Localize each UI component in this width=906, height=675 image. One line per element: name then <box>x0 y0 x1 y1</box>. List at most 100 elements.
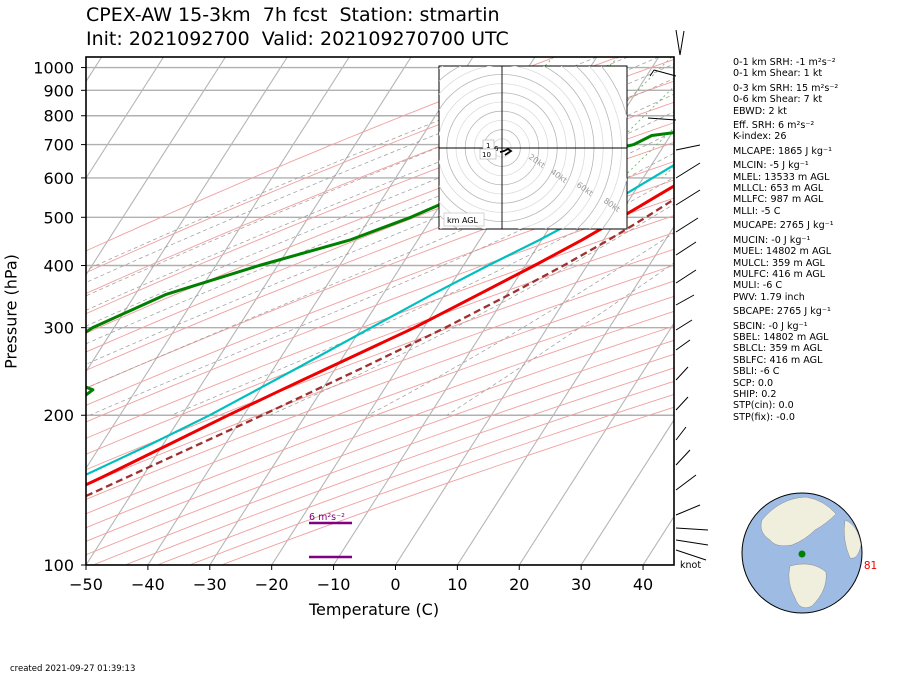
y-tick-label: 400 <box>43 256 74 275</box>
parameter-line: MUEL: 14802 m AGL <box>733 246 832 258</box>
x-tick-label: −50 <box>69 575 103 594</box>
y-tick-label: 700 <box>43 136 74 155</box>
parameter-line: SBLCL: 359 m AGL <box>733 343 823 355</box>
hodograph-agl-label: km AGL <box>447 216 479 225</box>
hodograph-marker-6: 6 <box>494 145 499 153</box>
x-tick-label: −30 <box>193 575 227 594</box>
wind-barb <box>675 29 681 56</box>
parameter-line: 0-1 km SRH: -1 m²s⁻² <box>733 57 836 68</box>
hodograph-marker-box <box>479 148 497 160</box>
hodograph-frame <box>438 65 628 230</box>
y-tick-label: 800 <box>43 107 74 126</box>
dry-adiabat <box>86 215 674 439</box>
parameter-line: SBLFC: 416 m AGL <box>733 354 823 366</box>
parameter-line: MUCAPE: 2765 J kg⁻¹ <box>733 220 834 232</box>
isotherm-line <box>86 57 226 276</box>
wind-barb <box>675 241 697 256</box>
parameter-line: K-index: 26 <box>733 131 787 143</box>
wind-barb <box>653 69 677 77</box>
dry-adiabat <box>86 295 674 515</box>
parameter-line: MLLFC: 987 m AGL <box>733 194 824 206</box>
wind-barb-flag <box>679 30 685 56</box>
y-tick-label: 100 <box>43 556 74 575</box>
background-lines <box>86 57 674 565</box>
isotherm-line <box>456 225 674 565</box>
y-tick-label: 500 <box>43 208 74 227</box>
wind-barb <box>675 217 699 233</box>
parameter-line: MLEL: 13533 m AGL <box>733 171 830 183</box>
parameter-line: SBEL: 14802 m AGL <box>733 331 829 343</box>
parameter-line: MLCIN: -5 J kg⁻¹ <box>733 160 809 172</box>
isotherm-line <box>86 57 165 180</box>
parameter-line: SBCAPE: 2765 J kg⁻¹ <box>733 306 831 318</box>
dry-adiabat <box>86 197 674 423</box>
parameter-line: MULCL: 359 m AGL <box>733 257 825 269</box>
parameter-list: 0-1 km SRH: -1 m²s⁻² 0-1 km Shear: 1 kt 0-… <box>733 57 903 423</box>
wind-barb <box>647 117 677 121</box>
globe-north-america <box>760 496 837 547</box>
parameter-line: STP(fix): -0.0 <box>733 411 795 423</box>
wind-barb <box>675 396 689 411</box>
dry-adiabat <box>86 232 674 455</box>
parameter-line: MULI: -6 C <box>733 280 783 292</box>
surface-temperature-label: 81 <box>864 560 877 572</box>
parameter-line: MLCAPE: 1865 J kg⁻¹ <box>733 145 832 157</box>
parameter-line: STP(cin): 0.0 <box>733 400 794 412</box>
parameter-line: MLLI: -5 C <box>733 205 781 217</box>
y-tick-label: 600 <box>43 169 74 188</box>
x-tick-label: 0 <box>390 575 400 594</box>
parameter-line: SHIP: 0.2 <box>733 388 777 400</box>
parcel-line <box>86 197 674 498</box>
dry-adiabat <box>92 353 674 565</box>
wind-barb <box>675 549 707 561</box>
x-axis-label: Temperature (C) <box>309 600 440 619</box>
srh-bars: 6 m²s⁻² <box>309 512 352 559</box>
axis-ticks: −50 −40 −30 −20 −10 0 10 20 30 40 100 200 300 400 500 6… <box>33 59 877 594</box>
wind-barb <box>675 504 701 516</box>
wind-barb <box>675 339 691 351</box>
temperature-line <box>86 184 674 487</box>
x-tick-label: 40 <box>633 575 653 594</box>
hodograph-marker-1: 1 <box>486 142 490 150</box>
parameter-line: 0-1 km Shear: 1 kt <box>733 68 823 80</box>
moist-adiabat <box>446 262 674 416</box>
hodograph-trace <box>499 147 513 156</box>
moist-adiabat <box>367 232 674 416</box>
wetbulb-line <box>86 163 674 476</box>
dry-adiabat <box>86 264 674 486</box>
hodograph-marker-10: 10 <box>482 151 491 159</box>
wind-barb <box>675 539 709 546</box>
x-tick-label: 10 <box>447 575 467 594</box>
y-tick-label: 1000 <box>33 59 74 78</box>
x-tick-label: −10 <box>317 575 351 594</box>
wind-barb <box>675 144 701 151</box>
moist-adiabat <box>171 176 674 416</box>
created-timestamp: created 2021-09-27 01:39:13 <box>10 664 136 674</box>
x-tick-label: 30 <box>571 575 591 594</box>
moist-adiabat <box>86 57 659 297</box>
parameter-line: PWV: 1.79 inch <box>733 291 805 303</box>
isotherm-line <box>580 418 674 565</box>
parameter-line: 0-3 km SRH: 15 m²s⁻² <box>733 82 839 94</box>
parameter-line: Eff. SRH: 6 m²s⁻² <box>733 120 815 132</box>
moist-adiabat <box>86 130 674 389</box>
plot-frame <box>85 56 675 566</box>
moist-adiabat <box>86 111 674 365</box>
y-tick-label: 300 <box>43 319 74 338</box>
wind-barb <box>675 449 691 466</box>
wind-barb <box>675 527 709 531</box>
wind-barb-flag <box>649 69 655 77</box>
title-line-2: Init: 2021092700 Valid: 202109270700 UTC <box>86 28 509 50</box>
globe-south-america <box>788 563 827 608</box>
dry-adiabat <box>86 280 674 500</box>
dry-adiabat <box>86 248 674 471</box>
y-tick-label: 200 <box>43 406 74 425</box>
isotherm-line <box>86 57 288 373</box>
hodograph: 20kt40kt60kt80kt1610km AGL <box>438 65 628 230</box>
parameter-line: SBLI: -6 C <box>733 366 780 378</box>
mixing-ratio-line <box>622 127 674 179</box>
wind-barb <box>675 189 701 206</box>
wind-barb <box>675 366 689 381</box>
x-tick-label: −20 <box>255 575 289 594</box>
